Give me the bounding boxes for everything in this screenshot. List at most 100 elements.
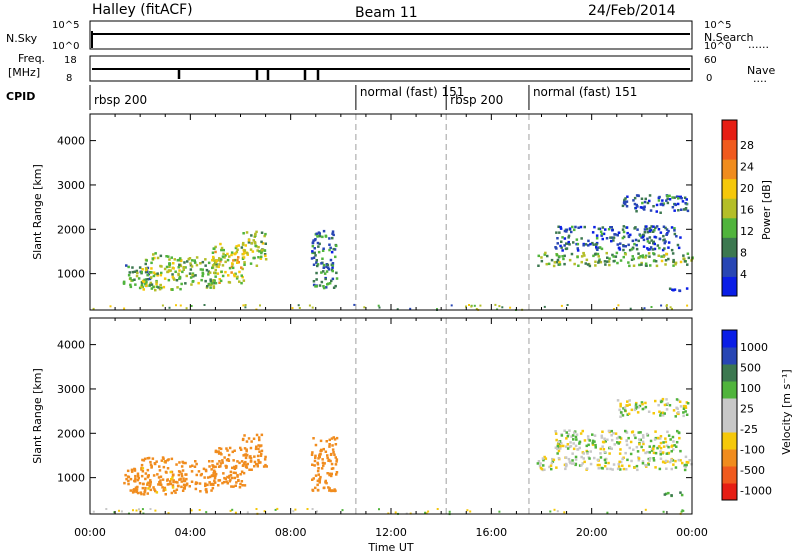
scatter-point [177, 473, 181, 477]
scatter-point [674, 459, 677, 463]
scatter-point [244, 453, 247, 456]
scatter-point [549, 464, 553, 467]
scatter-point [215, 265, 218, 268]
scatter-point [189, 268, 193, 271]
scatter-point [159, 254, 163, 258]
scatter-point [238, 486, 242, 489]
scatter-point [582, 251, 585, 255]
scatter-point [606, 511, 609, 514]
scatter-point [673, 444, 676, 447]
scatter-point [325, 286, 328, 289]
scatter-point [220, 246, 224, 250]
scatter-point [146, 266, 150, 270]
scatter-point [664, 459, 668, 463]
scatter-point [653, 247, 657, 251]
scatter-point [341, 509, 344, 512]
scatter-point [223, 256, 226, 259]
scatter-point [92, 307, 95, 310]
scatter-point [587, 239, 590, 243]
scatter-point [219, 242, 222, 246]
scatter-point [238, 270, 241, 274]
scatter-point [243, 261, 246, 264]
scatter-point [241, 267, 244, 271]
scatter-point [608, 257, 611, 260]
scatter-point [565, 242, 568, 245]
scatter-point [122, 280, 126, 284]
scatter-point [212, 483, 215, 486]
scatter-point [667, 229, 670, 233]
scatter-point [621, 236, 625, 240]
scatter-point [314, 454, 317, 458]
scatter-point [202, 467, 206, 471]
scatter-point [158, 465, 161, 468]
scatter-point [662, 239, 665, 242]
scatter-point [231, 466, 234, 470]
scatter-point [682, 407, 686, 410]
scatter-point [607, 228, 611, 231]
date-title: 24/Feb/2014 [588, 3, 676, 19]
scatter-point [222, 252, 225, 256]
scatter-point [161, 304, 164, 307]
scatter-point [164, 470, 168, 474]
scatter-point [617, 442, 620, 445]
scatter-point [171, 288, 174, 291]
scatter-point [633, 196, 637, 200]
scatter-point [137, 476, 140, 480]
scatter-point [234, 466, 238, 469]
scatter-point [665, 452, 669, 455]
scatter-point [213, 476, 217, 480]
colorbar-swatch [722, 330, 737, 348]
scatter-point [599, 447, 602, 451]
scatter-point [645, 465, 648, 468]
scatter-point [159, 283, 162, 287]
scatter-point [176, 481, 179, 484]
scatter-point [648, 451, 651, 454]
scatter-point [335, 271, 338, 275]
scatter-point [599, 452, 602, 455]
colorbar-tick-label: -1000 [740, 485, 772, 498]
scatter-point [544, 457, 548, 460]
scatter-point [596, 252, 600, 256]
scatter-point [311, 489, 315, 492]
scatter-point [315, 278, 318, 281]
scatter-point [565, 445, 568, 448]
scatter-point [661, 203, 665, 207]
scatter-point [675, 195, 679, 198]
scatter-point [327, 268, 331, 271]
scatter-point [558, 443, 561, 446]
scatter-point [134, 283, 137, 286]
scatter-point [219, 260, 222, 263]
scatter-point [595, 234, 599, 237]
scatter-point [146, 468, 150, 472]
scatter-point [316, 461, 319, 465]
scatter-point [598, 463, 601, 467]
scatter-point [257, 436, 261, 439]
scatter-point [171, 486, 175, 489]
scatter-point [175, 279, 179, 282]
scatter-point [318, 232, 321, 235]
colorbar-tick-label: -500 [740, 464, 765, 477]
scatter-point [188, 485, 191, 488]
scatter-point [226, 475, 229, 479]
scatter-point [633, 433, 636, 437]
scatter-point [226, 449, 229, 452]
scatter-point [667, 491, 670, 495]
scatter-point [648, 199, 651, 203]
scatter-point [141, 486, 145, 490]
scatter-point [161, 478, 165, 481]
scatter-point [641, 206, 644, 209]
scatter-point [127, 274, 131, 277]
scatter-point [237, 256, 240, 259]
scatter-point [210, 489, 213, 492]
scatter-point [547, 262, 551, 266]
scatter-point [664, 226, 667, 230]
scatter-point [331, 232, 334, 235]
scatter-point [660, 202, 663, 206]
colorbar-tick-label: -25 [740, 423, 758, 436]
scatter-point [322, 247, 325, 250]
colorbar-swatch [722, 415, 737, 433]
scatter-point [132, 488, 136, 491]
scatter-point [317, 457, 320, 460]
scatter-point [626, 413, 629, 416]
scatter-point [211, 266, 214, 270]
